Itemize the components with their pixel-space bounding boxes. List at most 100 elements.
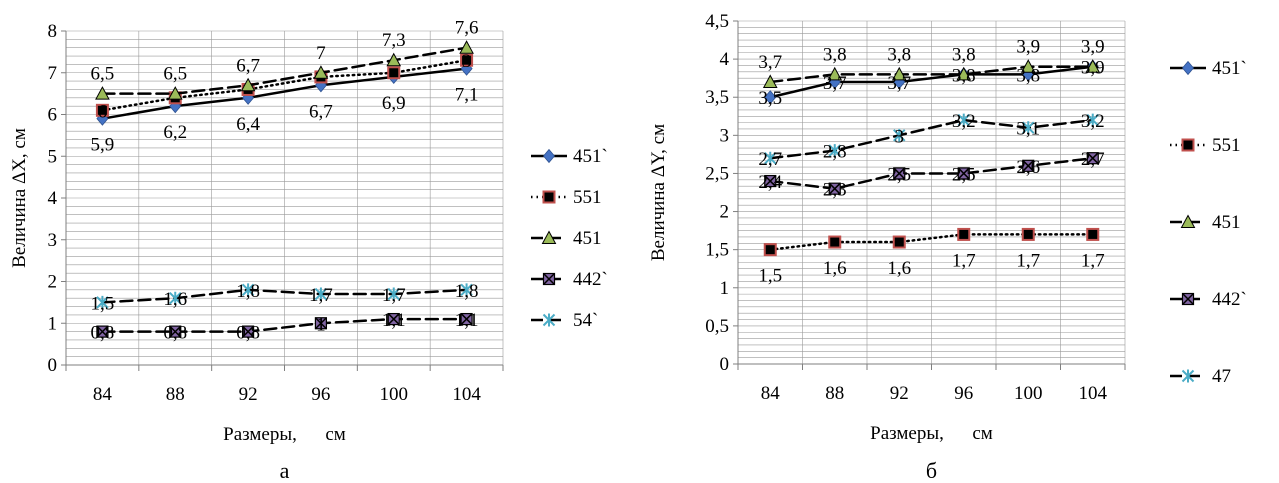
chart-a-series-4 [96, 283, 473, 309]
chart-a-data-point [96, 325, 109, 338]
chart-a-data-point [460, 283, 473, 297]
chart-b-data-point [956, 66, 972, 81]
chart-b-data-label: 3,1 [1016, 119, 1040, 140]
chart-a-legend-label: 54` [573, 310, 598, 331]
chart-a-x-tick-label: 100 [380, 384, 409, 405]
chart-b-data-point-strokes [1086, 113, 1099, 127]
chart-b-data-label: 1,6 [823, 258, 847, 279]
chart-b-y-tick-label: 3 [720, 125, 730, 146]
chart-a-legend-marker [542, 148, 556, 164]
chart-b-x-tick-label: 84 [761, 383, 781, 404]
chart-b-data-label: 2,4 [758, 172, 782, 193]
chart-a-data-label: 6,7 [236, 55, 260, 76]
chart-a-y-tick-label: 3 [48, 230, 58, 251]
chart-b-data-label: 2,7 [1081, 149, 1105, 170]
chart-a-data-point [460, 53, 474, 67]
chart-a-data-label: 1 [316, 314, 326, 335]
chart-b-data-point [1086, 227, 1100, 241]
chart-a-x-tick-label: 84 [93, 384, 113, 405]
chart-b-data-point [891, 66, 907, 81]
chart-b-gridlines [737, 20, 1126, 365]
chart-a-data-point-strokes [169, 291, 182, 305]
chart-b-legend-marker [1181, 369, 1195, 383]
chart-a-data-point [241, 325, 255, 338]
chart-a-series-line [101, 288, 468, 304]
chart-a-data-point [387, 287, 400, 301]
chart-b-data-point-cross [1086, 152, 1099, 165]
chart-a-x-tick-label: 96 [311, 384, 330, 405]
chart-b-data-label: 2,7 [758, 149, 782, 170]
chart-a-data-label: 6,9 [382, 93, 406, 114]
chart-b-x-axis-title: Размеры, см [870, 423, 993, 444]
chart-b-data-point [762, 74, 778, 88]
chart-b-series-line [769, 118, 1094, 160]
chart-b-legend-label: 551 [1212, 135, 1241, 156]
chart-b-data-point [1086, 113, 1099, 127]
chart-a-series-line [101, 67, 468, 120]
chart-b-data-label: 3,8 [1016, 65, 1040, 86]
chart-a-data-point [459, 40, 474, 54]
chart-b-data-labels-1: 1,5 1,6 1,6 1,7 1,7 1,7 [758, 250, 1104, 286]
chart-a-data-label: 6,5 [91, 64, 115, 85]
chart-b-legend-label: 451` [1212, 58, 1247, 79]
chart-a-series-2 [95, 40, 474, 100]
chart-a-data-label: 7 [316, 43, 326, 64]
chart-b-data-point [957, 113, 970, 127]
chart-b-series-line [769, 65, 1094, 99]
chart-a-data-point-cross [314, 317, 327, 330]
chart-a-data-label: 1,1 [455, 310, 479, 331]
chart-a-data-labels-1: 63 [98, 51, 472, 122]
chart-b-data-label: 3,9 [1081, 37, 1105, 58]
chart-a-data-label: 1,8 [455, 281, 479, 302]
chart-a-data-point-strokes [314, 287, 328, 301]
chart-b-data-label: 3 [895, 126, 905, 147]
chart-b-legend-marker-cross [1181, 292, 1195, 306]
chart-b-data-point [892, 235, 906, 249]
chart-a-y-tick-label: 7 [48, 63, 58, 84]
chart-b-y-tick-label: 4,5 [705, 11, 729, 32]
chart-b-data-point-strokes [893, 128, 906, 142]
chart-a-data-label: 5,9 [91, 135, 115, 156]
chart-b-legend-marker [1181, 292, 1195, 306]
chart-a-y-tick-label: 1 [48, 313, 58, 334]
chart-a-data-label: 1,1 [382, 310, 406, 331]
chart-b-data-point [893, 167, 906, 180]
chart-a-data-label: 0,8 [236, 323, 260, 344]
chart-b-y-tick-label: 1 [720, 278, 730, 299]
chart-b-series-line [769, 156, 1094, 190]
chart-a-data-point [241, 283, 255, 297]
chart-a-legend-marker-cross [542, 272, 556, 286]
chart-a-series-line [101, 46, 468, 95]
chart-b-data-label: 3,5 [758, 88, 782, 109]
chart-a-data-point-strokes [387, 287, 400, 301]
chart-b-data-point-strokes [1022, 121, 1035, 135]
chart-b-series-1 [763, 227, 1100, 257]
chart-a-legend-label: 451` [573, 146, 608, 167]
chart-a-y-tick-label: 5 [48, 146, 58, 167]
chart-b-data-label: 1,6 [887, 258, 911, 279]
chart-a-data-point [167, 86, 183, 100]
chart-b-data-point [1022, 159, 1035, 172]
chart-b-series-3 [764, 152, 1099, 195]
chart-a-data-point [460, 312, 473, 326]
chart-b-y-axis-title: Величина ΔY, см [648, 124, 669, 261]
chart-b-legend-marker [1181, 60, 1195, 76]
chart-b-legend-marker-strokes [1181, 369, 1195, 383]
chart-a-series-3 [96, 312, 473, 338]
chart-b-data-point [1020, 59, 1036, 73]
chart-a-y-tick-label: 4 [48, 188, 58, 209]
chart-b-data-point [957, 167, 970, 180]
chart-b-data-point [957, 227, 971, 241]
chart-a-y-tick-label: 2 [48, 272, 58, 293]
chart-b-data-point [827, 66, 843, 81]
chart-b-data-labels-3: 2,4 2,3 2,5 2,5 2,6 2,7 [758, 149, 1104, 200]
chart-a-data-label: 6,5 [163, 64, 187, 85]
chart-b-series-line [769, 233, 1094, 251]
chart-b-data-label: 2,5 [952, 164, 976, 185]
chart-b-data-label: 2,3 [823, 180, 847, 201]
chart-a-data-point-strokes [96, 295, 109, 309]
chart-b-data-point-cross [893, 167, 906, 180]
chart-b-data-point [1085, 59, 1101, 73]
chart-a-data-label: 7,6 [455, 18, 479, 39]
